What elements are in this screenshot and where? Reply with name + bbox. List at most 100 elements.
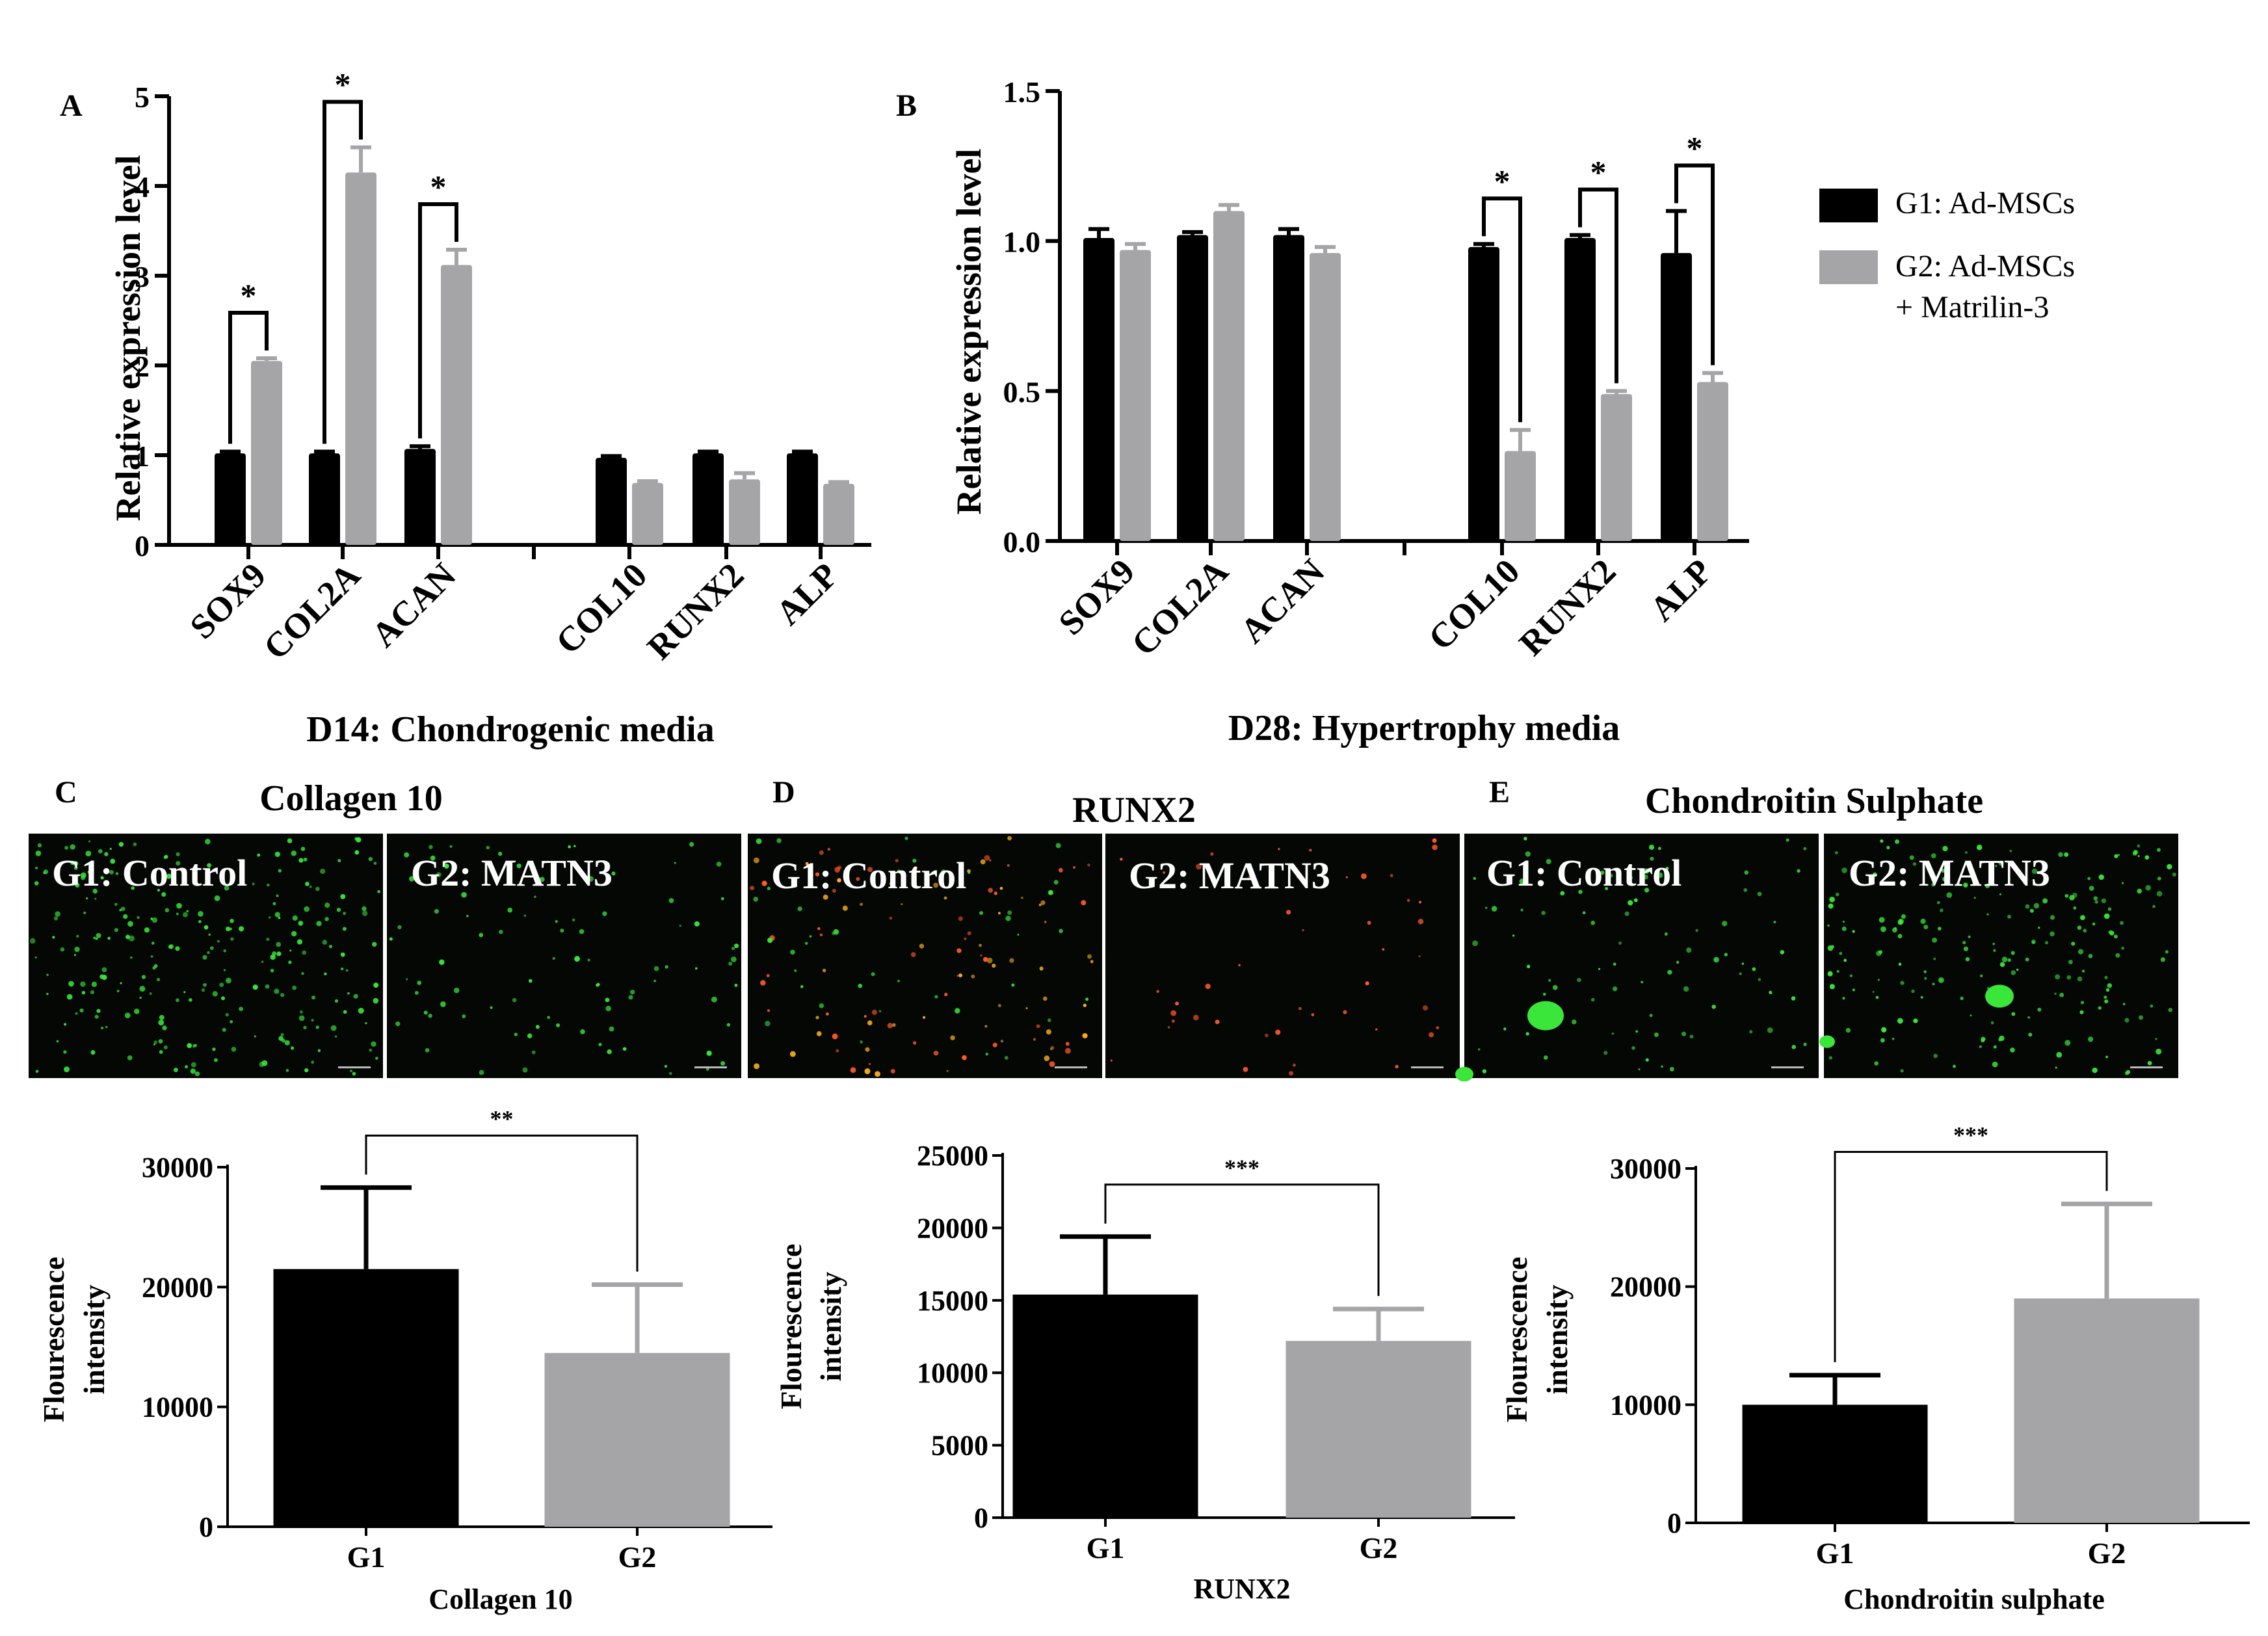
signal-dot (278, 916, 281, 919)
signal-dot (1472, 940, 1479, 947)
signal-dot (860, 1040, 864, 1044)
signal-dot (800, 985, 804, 988)
signal-dot (317, 1049, 321, 1052)
signal-dot (315, 886, 320, 891)
signal-dot (462, 1014, 466, 1018)
signal-dot (1669, 1066, 1674, 1072)
signal-dot (1827, 971, 1833, 977)
signal-dot (1852, 930, 1855, 933)
signal-dot (2137, 844, 2141, 848)
category-label: G1 (1816, 1537, 1854, 1570)
signal-dot (1090, 960, 1094, 964)
y-tick-label: 30000 (142, 1152, 213, 1183)
signal-dot (101, 967, 107, 973)
signal-dot (716, 861, 722, 867)
signal-dot (144, 927, 150, 933)
signal-dot (923, 1016, 926, 1019)
signal-dot (1021, 897, 1023, 899)
signal-dot (75, 882, 80, 888)
signal-dot (1946, 892, 1953, 898)
signal-dot (2104, 975, 2108, 979)
signal-dot (611, 871, 616, 876)
signal-dot (1053, 880, 1059, 885)
signal-dot (967, 931, 971, 936)
signal-dot (319, 868, 326, 875)
signal-dot (728, 961, 733, 966)
signal-dot (2072, 892, 2077, 898)
category-label: SOX9 (1051, 551, 1142, 642)
chart-d-significance: *** (1104, 1155, 1380, 1297)
signal-dot (756, 838, 762, 845)
signal-dot (175, 946, 180, 951)
signal-dot (1769, 990, 1773, 994)
signal-dot (1275, 1029, 1281, 1035)
signal-dot (1767, 1027, 1773, 1033)
bar-g1 (1661, 253, 1692, 541)
signal-dot (2088, 954, 2093, 958)
signal-dot (1965, 851, 1968, 854)
signal-dot (992, 1042, 997, 1048)
micrographs: G1: Control G2: MATN3 G1: Control G2: MA… (29, 834, 2178, 1082)
signal-dot (1635, 1030, 1639, 1033)
chart-b-ylabel: Relative expression level (949, 149, 988, 515)
signal-dot (609, 1026, 614, 1032)
signal-dot (207, 863, 211, 868)
signal-dot (2077, 949, 2084, 955)
signal-dot (1897, 1018, 1903, 1024)
signal-dot (892, 1023, 896, 1027)
signal-dot (2157, 877, 2161, 880)
signal-dot (299, 1010, 303, 1014)
bar-g1 (1468, 246, 1499, 541)
signal-dot (439, 959, 445, 965)
signal-dot (1992, 942, 1996, 945)
signal-dot (986, 957, 993, 964)
signal-dot (1289, 1071, 1294, 1076)
signal-dot (2108, 930, 2113, 934)
signal-dot (1749, 1030, 1753, 1034)
signal-dot (404, 852, 410, 858)
signal-dot (337, 859, 341, 863)
signal-dot (1175, 1001, 1180, 1006)
signal-dot (789, 1051, 796, 1057)
signal-dot (1598, 968, 1601, 970)
signal-dot (182, 878, 187, 882)
micrograph-d-g1: G1: Control (748, 834, 1102, 1078)
significance-label: * (241, 277, 257, 313)
signal-dot (56, 1040, 59, 1043)
signal-dot (266, 938, 270, 942)
signal-dot (159, 1049, 163, 1054)
bar-g1 (1742, 1405, 1928, 1523)
legend-label-g2-line2: + Matrilin-3 (1895, 290, 2049, 324)
signal-dot (1872, 990, 1875, 993)
legend-swatch-g2 (1819, 250, 1878, 284)
signal-dot (2147, 1061, 2152, 1066)
category-label: COL10 (548, 555, 654, 661)
chart-e-xlabel: Chondroitin sulphate (1843, 1583, 2104, 1615)
signal-dot (35, 851, 42, 856)
signal-dot (340, 893, 346, 899)
signal-dot (598, 1042, 602, 1046)
signal-dot (340, 967, 344, 971)
signal-dot (2031, 868, 2038, 875)
signal-dot (289, 949, 292, 952)
signal-dot (868, 1062, 871, 1065)
signal-dot (2056, 1051, 2063, 1058)
signal-dot (1722, 921, 1728, 927)
signal-dot (1828, 1056, 1833, 1060)
signal-dot (1605, 887, 1609, 890)
signal-dot (2167, 864, 2172, 870)
signal-dot (92, 888, 98, 894)
signal-dot (1849, 974, 1853, 977)
bar-g2 (251, 361, 282, 545)
signal-dot (1005, 916, 1011, 921)
micrograph-c-g2: G2: MATN3 (387, 834, 741, 1078)
signal-dot (290, 1046, 295, 1050)
signal-dot (1912, 862, 1917, 866)
signal-dot (231, 1046, 237, 1052)
signal-dot (832, 931, 836, 935)
signal-dot (914, 866, 918, 870)
signal-dot (274, 988, 280, 994)
signal-dot (1542, 992, 1546, 996)
chart-c-bars (273, 1185, 730, 1527)
